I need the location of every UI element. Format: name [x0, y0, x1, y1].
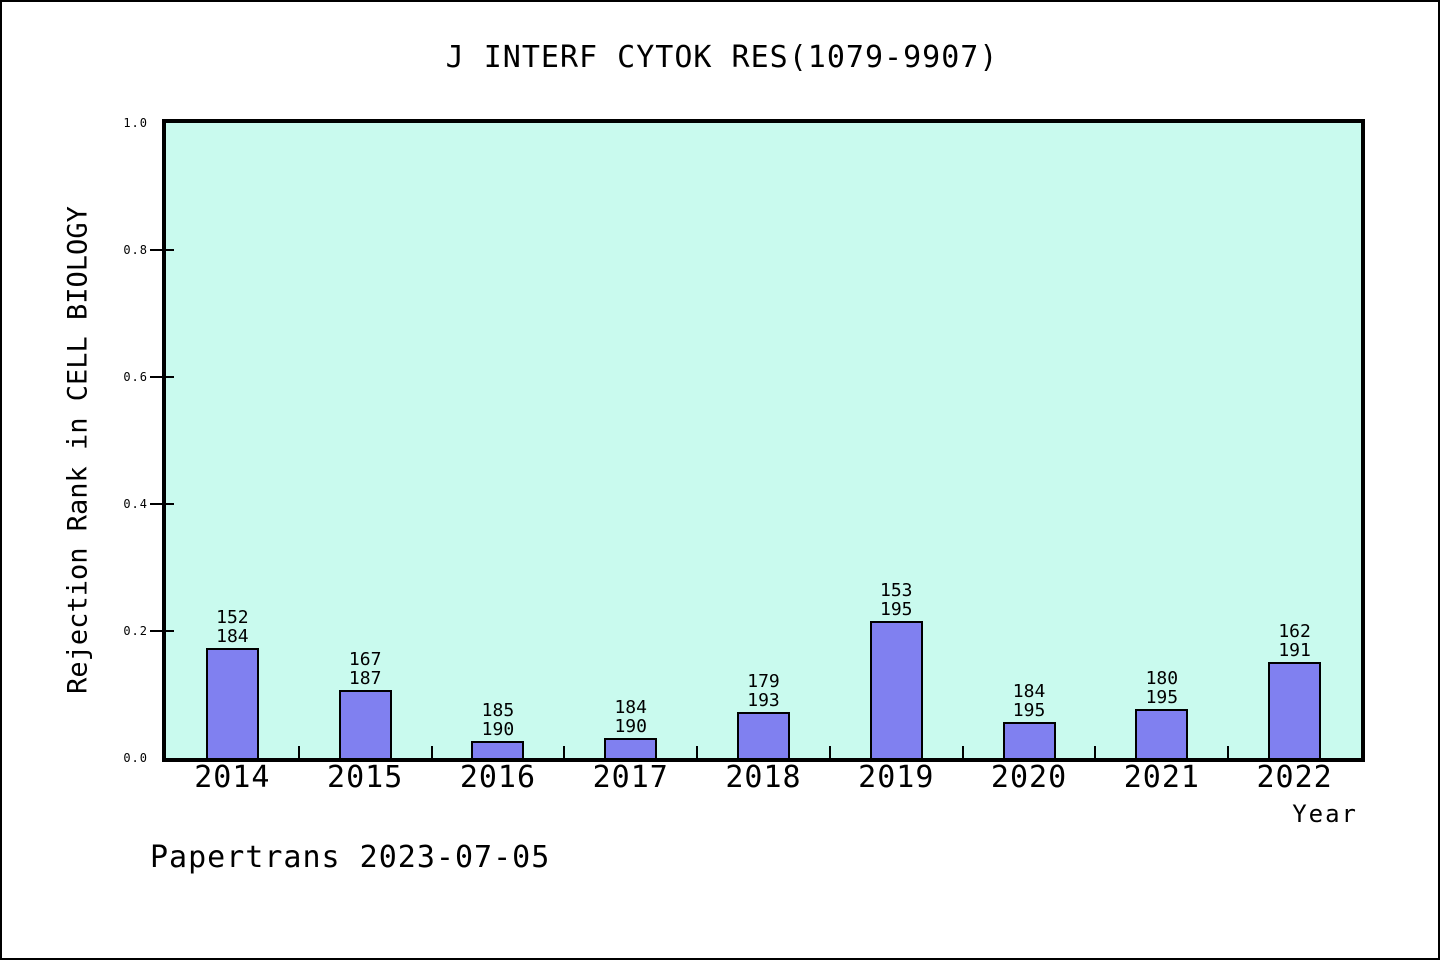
y-tick-label: 1.0	[123, 116, 148, 130]
x-tick-label-2015: 2015	[327, 760, 404, 795]
bar-value-label-2015: 167 187	[320, 650, 410, 688]
bar-total-value: 184	[216, 626, 249, 647]
bar-value-label-2019: 153 195	[851, 581, 941, 619]
y-tick-mark	[150, 376, 174, 378]
watermark-text: Papertrans 2023-07-05	[150, 840, 551, 875]
bar-value-label-2021: 180 195	[1117, 669, 1207, 707]
bar-value-label-2014: 152 184	[187, 608, 277, 646]
bar-2017	[604, 738, 658, 758]
bar-rank-value: 184	[614, 697, 647, 718]
y-tick-mark	[150, 630, 174, 632]
bar-value-label-2022: 162 191	[1250, 622, 1340, 660]
bar-rank-value: 167	[348, 649, 382, 670]
x-tick-mark	[563, 746, 566, 758]
bar-2015	[338, 690, 392, 758]
y-tick-label: 0.6	[123, 370, 148, 384]
x-tick-label-2020: 2020	[990, 760, 1068, 795]
bar-total-value: 190	[481, 719, 515, 740]
y-tick-label: 0.2	[123, 624, 148, 638]
bar-total-value: 193	[747, 690, 780, 711]
x-tick-label-2022: 2022	[1256, 760, 1333, 795]
bar-2018	[737, 712, 790, 758]
x-tick-label-2016: 2016	[459, 760, 537, 795]
bar-rank-value: 153	[880, 580, 913, 601]
y-tick-mark	[150, 503, 174, 505]
bar-2021	[1135, 709, 1189, 758]
bar-rank-value: 184	[1012, 681, 1046, 702]
bar-rank-value: 180	[1145, 668, 1179, 689]
x-tick-mark	[828, 746, 831, 758]
bar-value-label-2016: 185 190	[453, 701, 543, 739]
chart-title: J INTERF CYTOK RES(1079-9907)	[445, 40, 999, 75]
y-tick-mark	[150, 249, 174, 251]
x-tick-mark	[961, 746, 964, 758]
bar-2020	[1002, 722, 1056, 758]
bar-total-value: 187	[348, 668, 382, 689]
x-tick-mark	[1227, 746, 1230, 758]
bar-total-value: 195	[880, 599, 913, 620]
bar-total-value: 190	[614, 716, 647, 737]
plot-area: 152 184 167 187 185 190 184 190 179 193 153 195 184 1…	[162, 119, 1365, 762]
x-tick-label-2018: 2018	[725, 760, 802, 795]
bar-value-label-2017: 184 190	[586, 698, 676, 736]
bar-2016	[471, 741, 525, 758]
y-tick-label: 0.8	[123, 243, 148, 257]
bar-total-value: 195	[1012, 700, 1046, 721]
bar-total-value: 191	[1278, 640, 1311, 661]
bar-rank-value: 152	[216, 607, 249, 628]
x-tick-label-2017: 2017	[592, 760, 669, 795]
bar-2014	[205, 648, 259, 758]
x-tick-mark	[696, 746, 699, 758]
x-tick-label-2021: 2021	[1123, 760, 1200, 795]
y-tick-label: 0.4	[123, 497, 148, 511]
x-tick-mark	[1094, 746, 1097, 758]
bar-rank-value: 162	[1278, 621, 1311, 642]
x-tick-label-2019: 2019	[858, 760, 935, 795]
x-tick-label-2014: 2014	[194, 760, 271, 795]
y-tick-label: 0.0	[123, 751, 148, 765]
bar-rank-value: 185	[481, 700, 515, 721]
bar-rank-value: 179	[747, 671, 780, 692]
y-axis-label: Rejection Rank in CELL BIOLOGY	[62, 206, 94, 694]
bar-total-value: 195	[1145, 687, 1179, 708]
x-tick-mark	[297, 746, 300, 758]
x-tick-mark	[430, 746, 433, 758]
x-axis-label: Year	[1292, 800, 1358, 828]
bar-value-label-2020: 184 195	[984, 682, 1074, 720]
bar-value-label-2018: 179 193	[719, 672, 809, 710]
bar-2019	[869, 621, 923, 758]
bar-2022	[1268, 662, 1322, 758]
